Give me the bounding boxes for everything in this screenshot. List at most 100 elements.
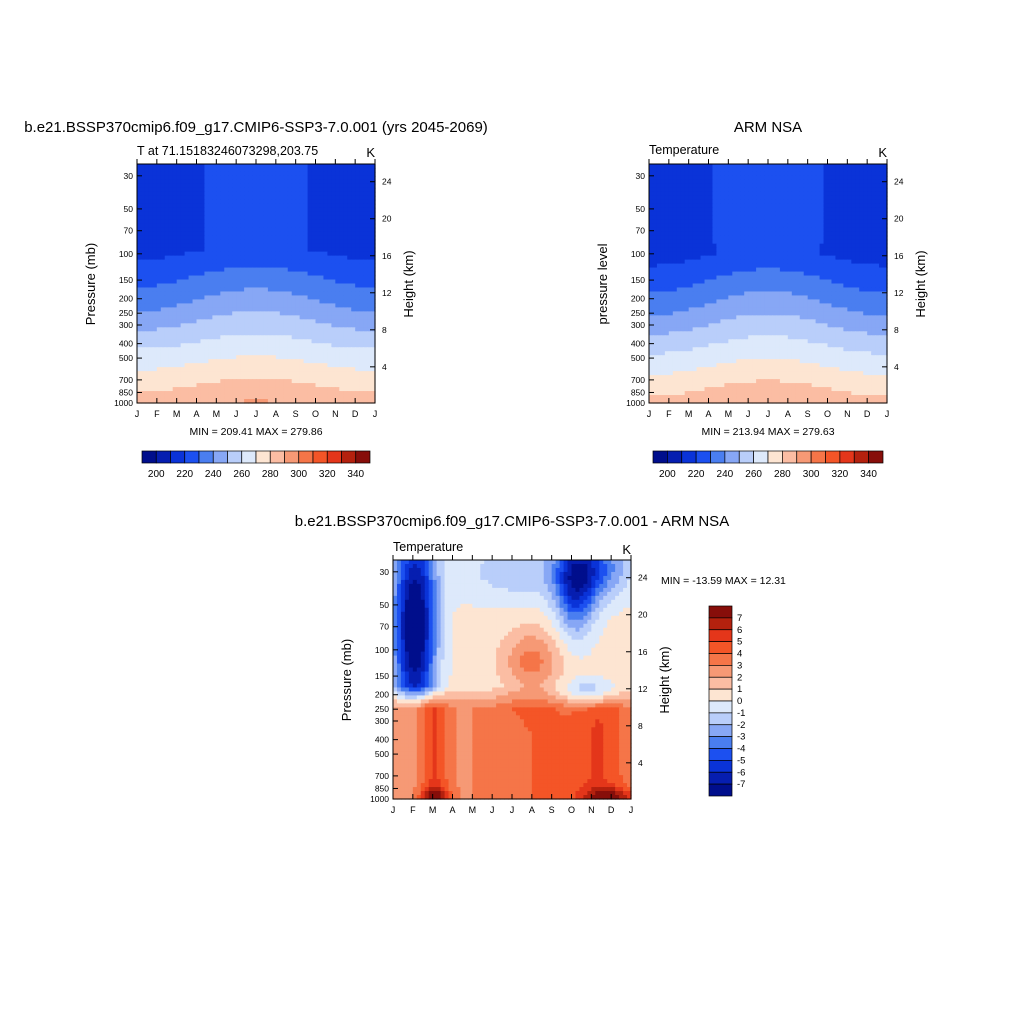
field-cell [347,307,352,312]
field-cell [732,215,737,221]
field-cell [656,219,662,225]
field-cell [363,323,368,328]
field-cell [287,255,293,261]
field-cell [144,287,150,293]
field-cell [256,215,261,221]
field-cell [823,171,829,177]
field-cell [164,235,170,241]
field-cell [271,247,277,253]
field-cell [283,207,289,213]
field-cell [299,347,305,352]
field-cell [275,323,281,328]
field-cell [259,399,265,404]
field-cell [815,231,821,237]
field-cell [287,191,293,197]
field-cell [351,355,356,360]
field-cell [208,195,213,201]
field-cell [355,275,360,281]
field-cell [299,335,305,340]
field-cell [696,203,702,209]
field-cell [756,199,761,205]
field-cell [315,287,321,293]
field-cell [863,164,868,169]
field-cell [232,263,237,269]
field-cell [355,199,360,205]
field-cell [236,191,241,197]
field-cell [279,363,285,368]
field-cell [787,227,793,233]
field-cell [724,235,729,241]
field-cell [240,279,245,285]
field-cell [319,399,325,404]
field-cell [256,363,261,368]
field-cell [684,223,690,229]
field-cell [672,223,678,229]
field-cell [815,175,821,181]
field-cell [279,279,285,285]
field-cell [879,199,884,205]
field-cell [140,211,146,217]
field-cell [200,243,206,249]
field-cell [756,223,761,229]
field-cell [144,303,150,308]
field-cell [311,299,317,305]
y-tick-label: 100 [119,249,133,259]
field-cell [212,347,217,352]
field-cell [327,227,332,233]
field-cell [196,255,202,261]
field-cell [244,247,249,253]
field-cell [355,367,360,372]
field-cell [371,164,376,169]
field-cell [787,175,793,181]
field-cell [331,235,336,241]
field-cell [224,255,229,261]
field-cell [307,263,313,269]
field-cell [252,263,257,269]
field-cell [871,211,876,217]
field-cell [216,343,221,348]
field-cell [787,223,793,229]
field-cell [351,323,356,328]
field-cell [359,207,364,213]
field-cell [668,195,674,201]
field-cell [716,243,721,249]
field-cell [307,171,313,177]
field-cell [363,247,368,253]
field-cell [335,183,340,189]
field-cell [180,299,186,305]
field-cell [291,223,297,229]
field-cell [649,203,654,209]
field-cell [271,271,277,277]
field-cell [815,239,821,245]
field-cell [204,359,209,364]
field-cell [188,215,194,221]
field-cell [275,347,281,352]
field-cell [228,164,233,169]
field-cell [371,175,376,181]
field-cell [148,247,154,253]
field-cell [839,207,844,213]
field-cell [367,167,372,173]
field-cell [287,303,293,308]
field-cell [204,279,209,285]
field-cell [204,207,209,213]
field-cell [867,191,872,197]
field-cell [311,287,317,293]
field-cell [188,387,194,392]
field-cell [744,223,749,229]
field-cell [144,263,150,269]
field-cell [343,167,348,173]
field-cell [156,231,162,237]
field-cell [148,291,154,297]
field-cell [192,375,198,380]
field-cell [188,251,194,257]
field-cell [664,227,670,233]
field-cell [771,183,777,189]
field-cell [283,231,289,237]
field-cell [315,299,321,305]
field-cell [236,303,241,308]
field-cell [879,239,884,245]
field-cell [339,187,344,193]
field-cell [875,179,880,185]
field-cell [275,375,281,380]
